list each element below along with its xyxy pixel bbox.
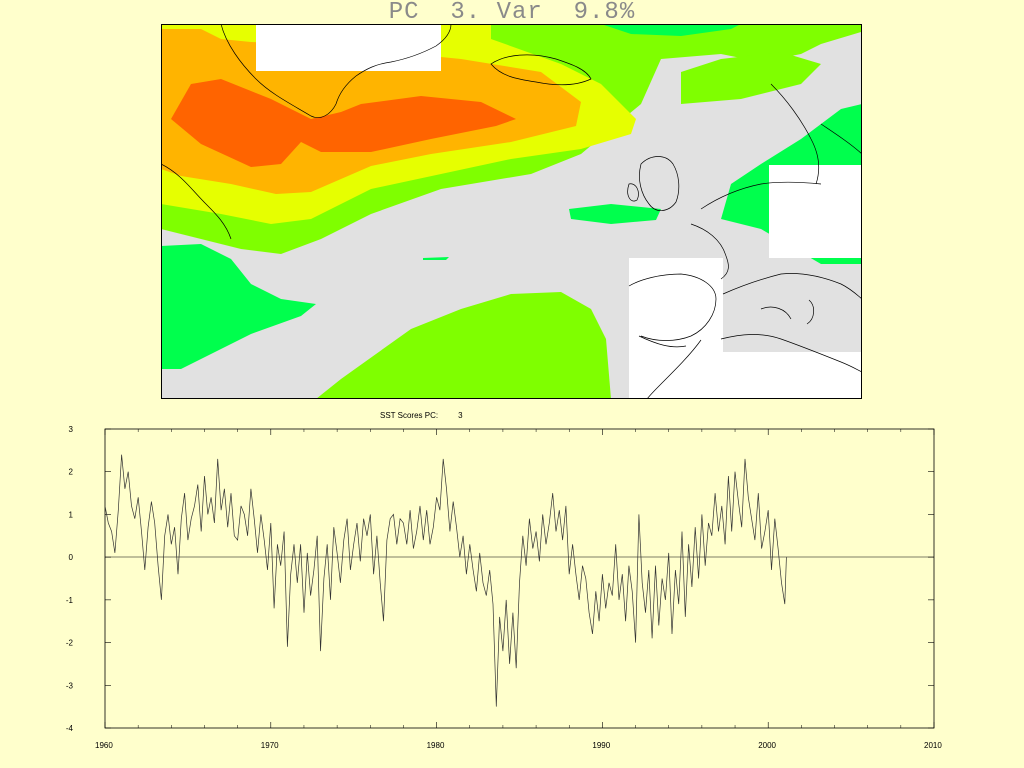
coastline-north-africa (720, 334, 862, 373)
x-tick-label: 1970 (261, 741, 279, 750)
y-tick-label: -4 (66, 724, 74, 733)
y-tick-label: -3 (66, 681, 74, 690)
land-central-europe (769, 165, 862, 258)
contour-bright-green-strip (423, 257, 449, 260)
coastline-greenland (220, 24, 452, 118)
map-frame (161, 24, 862, 399)
series-line (104, 454, 787, 707)
coastline-iberia (628, 273, 717, 348)
map-title: PC 3. Var 9.8% (388, 0, 636, 26)
y-tick-label: 2 (69, 468, 74, 477)
contour-green-northeast (681, 52, 821, 104)
coastline-africa (646, 339, 702, 399)
coastline-europe-mainland (690, 181, 822, 280)
coastline-labrador (161, 163, 232, 240)
x-tick-label: 1990 (592, 741, 610, 750)
plot-frame (104, 428, 935, 729)
land-greenland (256, 24, 441, 71)
x-tick-label: 2010 (924, 741, 942, 750)
chart-title: SST Scores PC: 3 (380, 410, 560, 422)
sst-eof-map (161, 24, 862, 399)
coastline-scandinavia (770, 83, 862, 185)
coastline-iceland (490, 54, 592, 86)
x-tick-label: 1980 (427, 741, 445, 750)
contour-bright-green-nordic (601, 24, 741, 36)
land-iberia-africa (629, 258, 862, 399)
y-tick-label: -1 (66, 596, 74, 605)
contour-bright-green-southwest (161, 244, 316, 369)
y-tick-label: -2 (66, 639, 74, 648)
y-tick-label: 1 (69, 510, 74, 519)
x-tick-label: 1960 (95, 741, 113, 750)
y-axis: 3 2 1 0 -1 -2 -3 -4 (66, 425, 934, 733)
coastline-british-isles (627, 156, 680, 211)
contour-green-south (316, 292, 611, 399)
map-canvas (161, 24, 862, 399)
x-axis: 1960 1970 1980 1990 2000 2010 (95, 429, 942, 750)
chart-title-label: SST Scores PC: (380, 411, 439, 420)
chart-title-value: 3 (458, 411, 463, 420)
y-tick-label: 3 (69, 425, 74, 434)
y-tick-label: 0 (69, 553, 74, 562)
x-tick-label: 2000 (758, 741, 776, 750)
coastline-mediterranean (722, 273, 862, 325)
contour-bright-green-biscay (569, 204, 661, 224)
contour-band-red-orange (171, 79, 516, 167)
